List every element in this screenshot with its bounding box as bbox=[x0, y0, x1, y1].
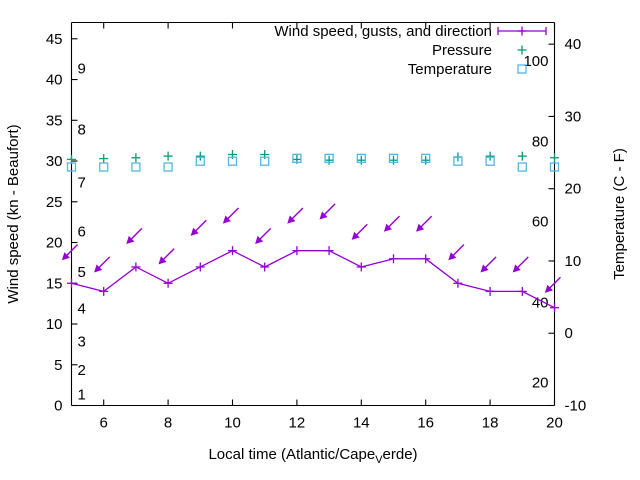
top-axis-ticks bbox=[103, 22, 556, 29]
y2-axis-title: Temperature (C - F) bbox=[611, 148, 628, 280]
bottom-axis-ticks bbox=[103, 399, 556, 406]
left-tick-label: 5 bbox=[54, 357, 62, 374]
temperature-point bbox=[163, 162, 173, 172]
temperature-point bbox=[66, 162, 77, 172]
temperature-point bbox=[517, 162, 527, 172]
bottom-tick-label: 6 bbox=[100, 415, 108, 432]
gust-direction-arrow bbox=[416, 223, 425, 232]
left-tick-label: 45 bbox=[46, 31, 63, 48]
bottom-tick-label: 16 bbox=[417, 415, 434, 432]
left-tick-label: 30 bbox=[46, 153, 63, 170]
beaufort-label: 5 bbox=[78, 264, 86, 281]
temperature-point bbox=[485, 156, 495, 166]
left-tick-label: 40 bbox=[46, 72, 63, 89]
right-tick-label: 10 bbox=[565, 253, 582, 270]
temperature-point bbox=[227, 156, 238, 166]
x-axis-title: Local time (Atlantic/CapeVerde) bbox=[208, 446, 417, 466]
fahrenheit-label: 60 bbox=[532, 214, 549, 231]
beaufort-scale-labels: 1 2 3 4 5 6 7 8 9 bbox=[78, 60, 86, 403]
left-tick-label: 20 bbox=[46, 235, 63, 252]
beaufort-label: 1 bbox=[78, 386, 86, 403]
left-tick-label: 15 bbox=[46, 275, 63, 292]
gust-direction-arrow bbox=[61, 252, 70, 261]
left-tick-label: 35 bbox=[46, 112, 63, 129]
gust-direction-arrow bbox=[190, 227, 199, 236]
bottom-axis-tick-labels: 6 8 10 12 14 16 18 20 bbox=[100, 415, 563, 432]
bottom-tick-label: 12 bbox=[289, 415, 306, 432]
gust-direction-arrow bbox=[255, 235, 264, 244]
temperature-point bbox=[453, 156, 463, 166]
gust-direction-arrow bbox=[287, 215, 296, 224]
series-wind-speed bbox=[67, 246, 559, 313]
beaufort-label: 9 bbox=[78, 60, 86, 77]
gust-direction-arrow bbox=[222, 215, 231, 224]
legend-label: Pressure bbox=[432, 42, 492, 59]
temperature-point bbox=[388, 153, 399, 164]
temperature-point bbox=[99, 162, 109, 172]
fahrenheit-label: 80 bbox=[532, 133, 549, 150]
right-axis-ticks bbox=[548, 43, 555, 407]
beaufort-label: 4 bbox=[78, 301, 86, 318]
temperature-point bbox=[131, 162, 141, 172]
gust-direction-arrow bbox=[351, 231, 360, 240]
wind-speed-line bbox=[71, 249, 555, 309]
plot-frame bbox=[70, 21, 556, 407]
temperature-point bbox=[260, 156, 270, 166]
gust-direction-arrow bbox=[544, 284, 553, 293]
right-tick-label: -10 bbox=[565, 398, 587, 415]
y-axis-title: Wind speed (kn - Beaufort) bbox=[5, 124, 22, 303]
beaufort-label: 6 bbox=[78, 223, 86, 240]
left-tick-label: 10 bbox=[46, 316, 63, 333]
gust-direction-arrow bbox=[158, 256, 167, 265]
right-tick-label: 40 bbox=[565, 36, 582, 53]
fahrenheit-label: 100 bbox=[523, 53, 548, 70]
bottom-tick-label: 10 bbox=[224, 415, 241, 432]
beaufort-label: 2 bbox=[78, 362, 86, 379]
bottom-tick-label: 18 bbox=[482, 415, 499, 432]
beaufort-label: 8 bbox=[78, 121, 86, 138]
fahrenheit-label: 20 bbox=[532, 375, 549, 392]
legend-label: Temperature bbox=[408, 61, 492, 78]
gust-direction-arrow bbox=[383, 223, 392, 232]
left-axis-ticks bbox=[71, 38, 78, 407]
series-pressure bbox=[67, 150, 559, 165]
left-tick-label: 0 bbox=[54, 398, 62, 415]
right-tick-label: 20 bbox=[565, 181, 582, 198]
legend-swatch-temperature bbox=[517, 64, 527, 74]
gust-direction-arrow bbox=[512, 264, 521, 273]
left-tick-label: 25 bbox=[46, 194, 63, 211]
series-gusts-direction bbox=[61, 203, 561, 293]
gust-direction-arrow bbox=[126, 235, 135, 244]
chart-legend: Wind speed, gusts, and direction Pressure… bbox=[274, 23, 547, 78]
series-temperature bbox=[66, 153, 560, 172]
temperature-point bbox=[421, 153, 431, 164]
gust-direction-arrow bbox=[448, 252, 457, 261]
bottom-tick-label: 14 bbox=[353, 415, 370, 432]
gust-direction-arrow bbox=[480, 264, 489, 273]
legend-label: Wind speed, gusts, and direction bbox=[274, 23, 492, 40]
temperature-point bbox=[292, 153, 302, 164]
temperature-point bbox=[549, 162, 560, 172]
bottom-tick-label: 20 bbox=[546, 415, 563, 432]
gust-direction-arrow bbox=[94, 264, 103, 273]
beaufort-label: 3 bbox=[78, 333, 86, 350]
temperature-point bbox=[324, 153, 334, 164]
bottom-tick-label: 8 bbox=[164, 415, 172, 432]
temperature-point bbox=[195, 156, 205, 166]
right-tick-label: 0 bbox=[565, 325, 573, 342]
left-axis-tick-labels: 0 5 10 15 20 25 30 35 40 45 bbox=[46, 31, 63, 415]
beaufort-label: 7 bbox=[78, 174, 86, 191]
temperature-point bbox=[356, 153, 366, 164]
gust-direction-arrow bbox=[319, 211, 328, 220]
right-tick-label: 30 bbox=[565, 108, 582, 125]
right-axis-tick-labels: -10 0 10 20 30 40 bbox=[565, 36, 587, 414]
